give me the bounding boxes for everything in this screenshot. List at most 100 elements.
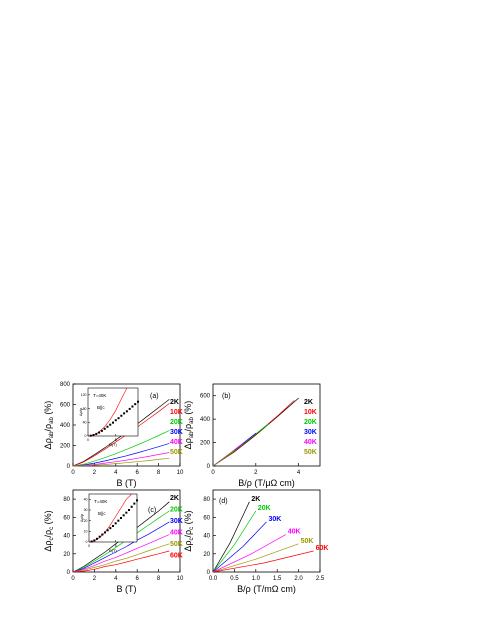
series-label-30k: 30K [269,516,282,523]
inset-data-point [112,421,114,424]
y-tick-label: 200 [60,444,71,450]
series-line-50k [72,457,170,467]
series-line-20k [72,430,170,467]
inset-data-point [117,417,120,420]
inset-data-point [106,425,109,428]
inset-frame [88,493,138,543]
panel-label: (c) [148,507,156,514]
x-tick-label: 4 [297,470,301,476]
inset-data-point [89,434,92,437]
inset-y-tick-label: 30 [84,508,88,512]
series-label-2k: 2K [251,496,260,503]
x-tick-label: 0 [211,470,215,476]
inset-data-point [134,403,137,406]
series-line-2k [212,501,250,573]
y-tick-label: 60 [63,515,70,521]
panel-d: 0.0 0.5 1.0 1.5 2.0 2.5 0 20 40 60 80 B/ρ (T/mΩ cm)… [183,489,328,594]
inset-data-point [103,427,106,430]
x-tick-label: 2.5 [316,576,325,582]
x-tick-label: 0.5 [230,576,239,582]
panel-label: (d) [219,498,228,505]
inset-data-point [114,419,117,422]
y-tick-label: 0 [207,464,211,470]
x-tick-label: 1.0 [252,576,261,582]
series-label-20k: 20K [170,419,183,426]
inset-data-point [96,537,98,540]
series-label-50k: 50K [301,538,314,545]
series-line-60k [72,550,170,573]
inset-data-point [123,412,126,415]
y-axis-label-part: /ρ [183,530,193,538]
y-tick-label: 40 [203,534,210,540]
inset-frame [87,387,139,437]
inset-data-point [90,540,93,543]
series-line-20k [72,510,170,573]
inset-data-point [92,433,95,436]
inset-data-point [93,539,96,542]
series-label-20k: 20K [170,507,183,514]
y-axis-label-part: Δρ [183,438,193,449]
inset-data-point [114,522,117,525]
x-tick-label: 10 [177,576,184,582]
inset-data-point [120,414,123,417]
y-axis-label-subscript: c [49,527,55,530]
inset-data-point [133,502,136,505]
y-tick-label: 0 [67,464,71,470]
series-label-50k: 50K [170,541,183,548]
x-tick-label: 10 [177,470,184,476]
inset-data-point [104,531,106,534]
series-line-50k [212,543,299,573]
x-axis-label: B/ρ (T/mΩ cm) [237,584,296,594]
series-label-40k: 40K [304,439,317,446]
x-tick-label: 0.0 [209,576,218,582]
x-axis-label: B (T) [117,584,137,594]
x-axis-label: B/ρ (T/μΩ cm) [238,478,295,488]
x-tick-label: 6 [136,470,140,476]
series-label-10k: 10K [304,409,317,416]
series-label-40k: 40K [170,530,183,537]
y-axis-label-part: (%) [43,510,53,527]
series-label-60k: 60K [170,553,183,560]
y-axis-label-part: Δρ [183,540,193,551]
plot-frame [212,383,321,467]
y-tick-label: 0 [67,570,71,576]
inset-x-axis-label: B(T) [109,442,117,447]
series-label-30k: 30K [170,429,183,436]
y-axis-label: Δρab/ρab (%) [43,401,55,450]
series-label-50k: 50K [170,449,183,456]
inset-data-point [98,431,101,434]
series-label-40k: 40K [170,439,183,446]
inset-data-point [136,499,138,502]
series-line-40k [72,452,170,467]
inset-annotation: T=40K [94,499,107,504]
y-tick-label: 600 [60,403,71,409]
y-axis-label-subscript: ab [189,431,195,438]
series-line-30k [72,443,170,467]
series-line-30k [212,521,267,573]
inset-data-point [109,423,112,426]
y-tick-label: 80 [203,497,210,503]
inset-field-label: B||c [97,405,105,410]
y-axis-label-subscript: c [189,527,195,530]
x-tick-label: 4 [114,470,118,476]
inset-data-point [112,525,114,527]
y-axis-label: Δρc/ρc (%) [43,510,55,551]
inset-field-label: B||c [98,511,106,516]
inset-data-point [100,429,103,432]
inset-x-axis-label: B(T) [109,548,117,553]
inset-data-point [128,407,131,410]
y-axis-label-part: (%) [43,401,53,418]
y-axis-label-subscript: c [189,537,195,540]
inset-annotation: T=40K [93,393,106,398]
inset-plot: 0 5 0 10 20 30 40 T=40K B||c B(T) Δρ/ρ [79,493,138,553]
x-axis-label: B (T) [117,478,137,488]
series-label-20k: 20K [304,419,317,426]
y-tick-label: 200 [200,441,211,447]
inset-data-point [117,519,120,522]
inset-y-axis-label: Δρ/ρ [79,513,84,522]
series-label-50k: 50K [304,449,317,456]
x-tick-label: 4 [114,576,118,582]
